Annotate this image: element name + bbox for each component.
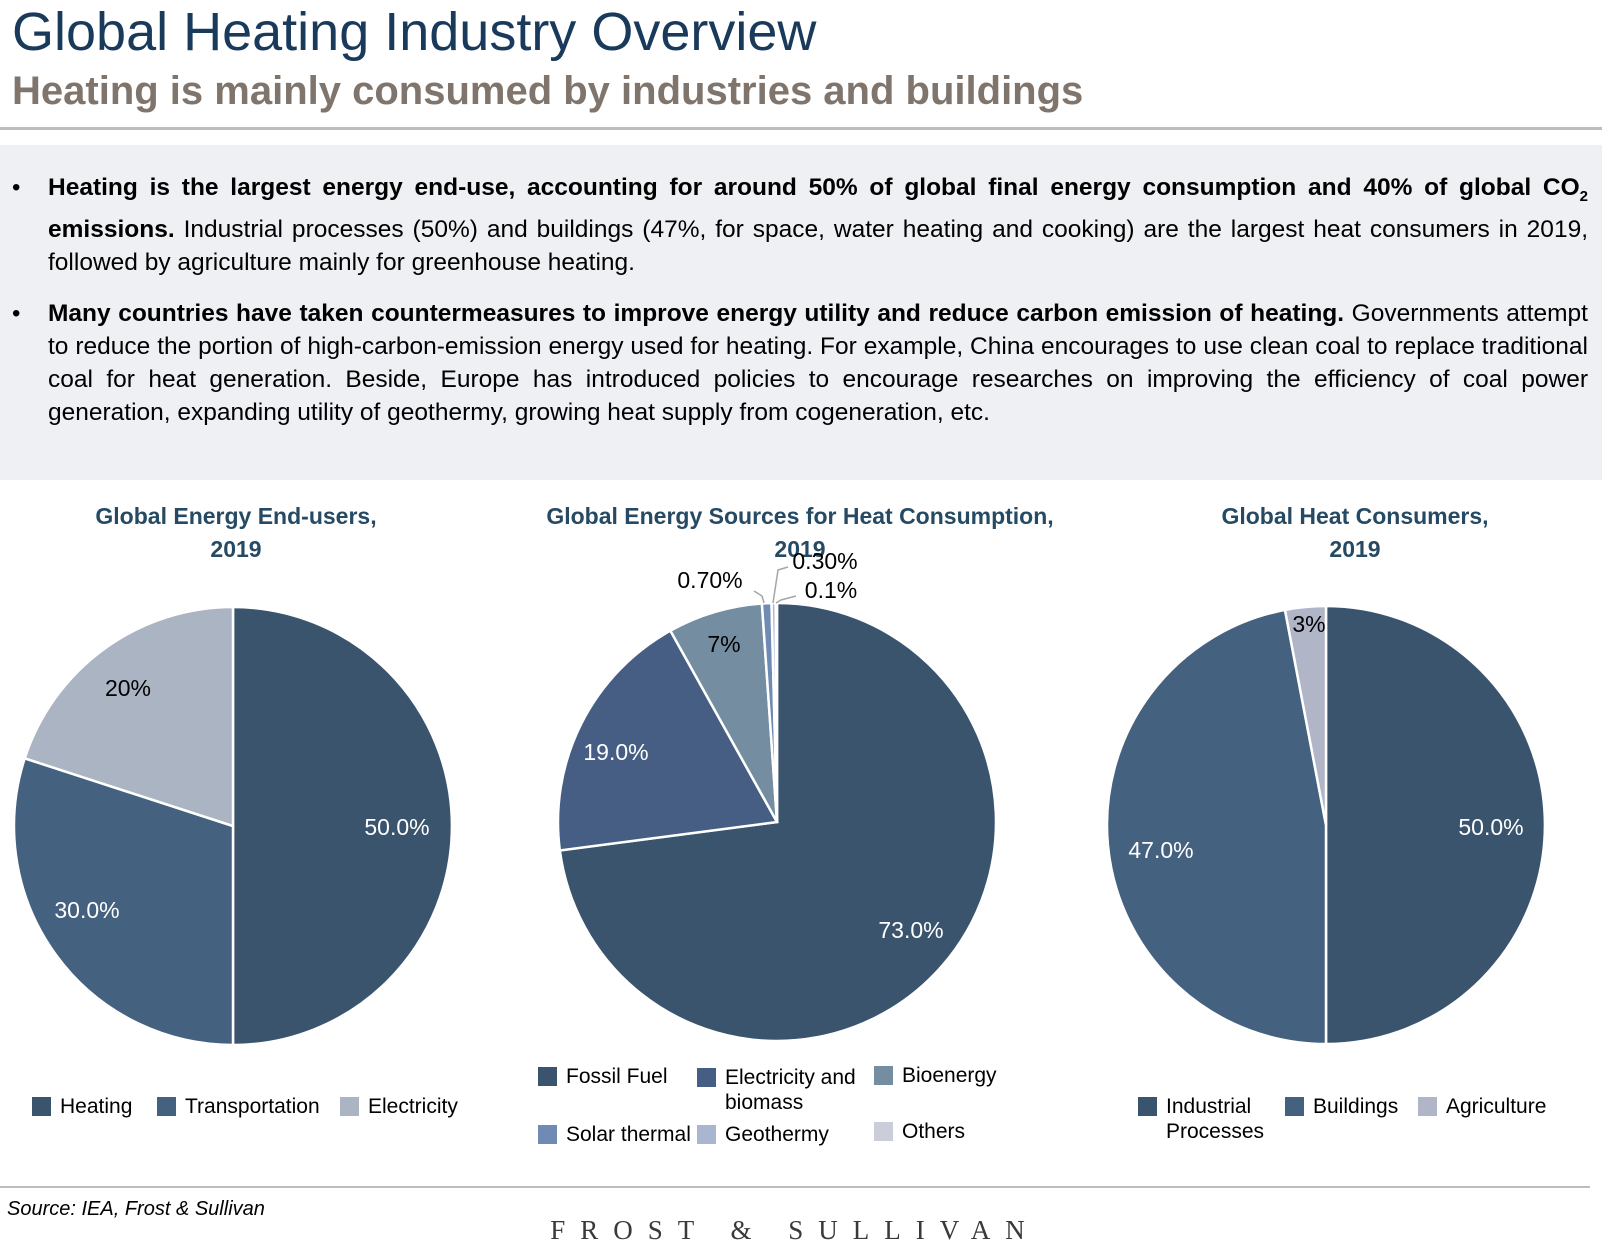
data-label-geothermy: 0.30% bbox=[792, 548, 857, 574]
chart-3-pie: 50.0% 47.0% 3% bbox=[1105, 604, 1547, 1046]
legend-swatch-solar-thermal bbox=[538, 1125, 557, 1144]
legend-label-electricity: Electricity bbox=[368, 1095, 458, 1118]
bullet-1-bold-b: emissions. bbox=[48, 215, 175, 243]
data-label-others: 0.1% bbox=[805, 577, 857, 603]
legend-swatch-buildings bbox=[1285, 1097, 1304, 1116]
legend-swatch-others bbox=[874, 1122, 893, 1141]
source-note: Source: IEA, Frost & Sullivan bbox=[7, 1198, 265, 1220]
chart-1-title-line-1: Global Energy End-users, bbox=[95, 503, 377, 529]
pie-slice-heating bbox=[231, 605, 454, 1047]
data-label-electricity-and-biomass: 19.0% bbox=[583, 739, 648, 765]
legend-swatch-fossil-fuel bbox=[538, 1067, 557, 1086]
pie-slice-transportation bbox=[12, 756, 235, 1047]
pie-slice-others bbox=[774, 601, 779, 823]
pie-slice-agriculture bbox=[1283, 604, 1328, 826]
data-label-solar-thermal: 0.70% bbox=[677, 567, 742, 593]
legend-label-heating: Heating bbox=[60, 1095, 133, 1118]
chart-1-title-line-2: 2019 bbox=[210, 536, 262, 562]
legend-label-geothermy: Geothermy bbox=[725, 1123, 829, 1146]
chart-3-title-line-2: 2019 bbox=[1329, 536, 1381, 562]
pie-slice-electricity bbox=[23, 605, 235, 828]
legend-label-electricity-and-biomass: Electricity and biomass bbox=[725, 1066, 856, 1114]
chart-1-title: Global Energy End-users, 2019 bbox=[36, 500, 436, 566]
bullet-dot-icon: • bbox=[12, 174, 21, 201]
legend-swatch-bioenergy bbox=[874, 1066, 893, 1085]
chart-2-pie: 73.0% 19.0% 7% 0.70% 0.30% 0.1% bbox=[556, 548, 998, 1043]
data-label-electricity: 20% bbox=[105, 675, 151, 701]
chart-3-title: Global Heat Consumers, 2019 bbox=[1155, 500, 1555, 566]
legend-label-fossil-fuel: Fossil Fuel bbox=[566, 1065, 668, 1088]
data-label-fossil-fuel: 73.0% bbox=[878, 917, 943, 943]
summary-bullet-2: • Many countries have taken countermeasu… bbox=[12, 297, 1588, 429]
legend-swatch-agriculture bbox=[1418, 1097, 1437, 1116]
header-divider bbox=[0, 127, 1602, 130]
pie-slice-buildings bbox=[1105, 608, 1328, 1046]
pie-slice-industrial-processes bbox=[1324, 604, 1547, 1046]
legend-label-buildings: Buildings bbox=[1313, 1095, 1399, 1118]
leader-line-solar-thermal bbox=[753, 590, 765, 604]
bullet-2-text: Governments attempt to reduce the portio… bbox=[48, 300, 1588, 426]
bullet-1-text: Industrial processes (50%) and buildings… bbox=[48, 215, 1588, 276]
legend-swatch-electricity bbox=[340, 1097, 359, 1116]
data-label-industrial-processes: 50.0% bbox=[1458, 814, 1523, 840]
page-subtitle: Heating is mainly consumed by industries… bbox=[12, 69, 1084, 113]
summary-bullet-1: • Heating is the largest energy end-use,… bbox=[12, 171, 1588, 279]
bullet-dot-icon: • bbox=[12, 300, 21, 327]
legend-label-solar-thermal: Solar thermal bbox=[566, 1123, 691, 1146]
legend-swatch-industrial-processes bbox=[1138, 1097, 1157, 1116]
footer-divider bbox=[0, 1186, 1590, 1188]
bullet-1-bold-a: Heating is the largest energy end-use, a… bbox=[48, 174, 1580, 201]
chart-3-title-line-1: Global Heat Consumers, bbox=[1221, 503, 1489, 529]
legend-label-others: Others bbox=[902, 1120, 966, 1143]
data-label-transportation: 30.0% bbox=[54, 897, 119, 923]
legend-swatch-transportation bbox=[157, 1097, 176, 1116]
bullet-2-bold: Many countries have taken countermeasure… bbox=[48, 300, 1345, 327]
legend-label-industrial-processes: Industrial Processes bbox=[1166, 1095, 1265, 1143]
chart-2-title-line-2: 2019 bbox=[774, 536, 826, 562]
legend-label-agriculture: Agriculture bbox=[1446, 1095, 1547, 1118]
legend-swatch-heating bbox=[32, 1097, 51, 1116]
chart-1-pie: 50.0% 30.0% 20% bbox=[12, 605, 454, 1047]
data-label-heating: 50.0% bbox=[364, 814, 429, 840]
data-label-buildings: 47.0% bbox=[1128, 837, 1193, 863]
chart-2-title-line-1: Global Energy Sources for Heat Consumpti… bbox=[546, 503, 1054, 529]
data-label-bioenergy: 7% bbox=[707, 631, 740, 657]
page-title: Global Heating Industry Overview bbox=[12, 2, 817, 62]
bullet-1-subscript: 2 bbox=[1579, 187, 1588, 205]
leader-line-others bbox=[775, 595, 797, 604]
summary-box: • Heating is the largest energy end-use,… bbox=[0, 145, 1602, 480]
legend-label-bioenergy: Bioenergy bbox=[902, 1064, 997, 1087]
leader-line-geothermy bbox=[772, 566, 789, 604]
pie-slice-electricity-and-biomass bbox=[556, 628, 779, 852]
legend-swatch-electricity-and-biomass bbox=[697, 1068, 716, 1087]
brand-logo: FROST & SULLIVAN bbox=[550, 1215, 1040, 1245]
legend-swatch-geothermy bbox=[697, 1125, 716, 1144]
chart-2-title: Global Energy Sources for Heat Consumpti… bbox=[500, 500, 1100, 566]
legend-label-transportation: Transportation bbox=[185, 1095, 320, 1118]
data-label-agriculture: 3% bbox=[1292, 611, 1325, 637]
